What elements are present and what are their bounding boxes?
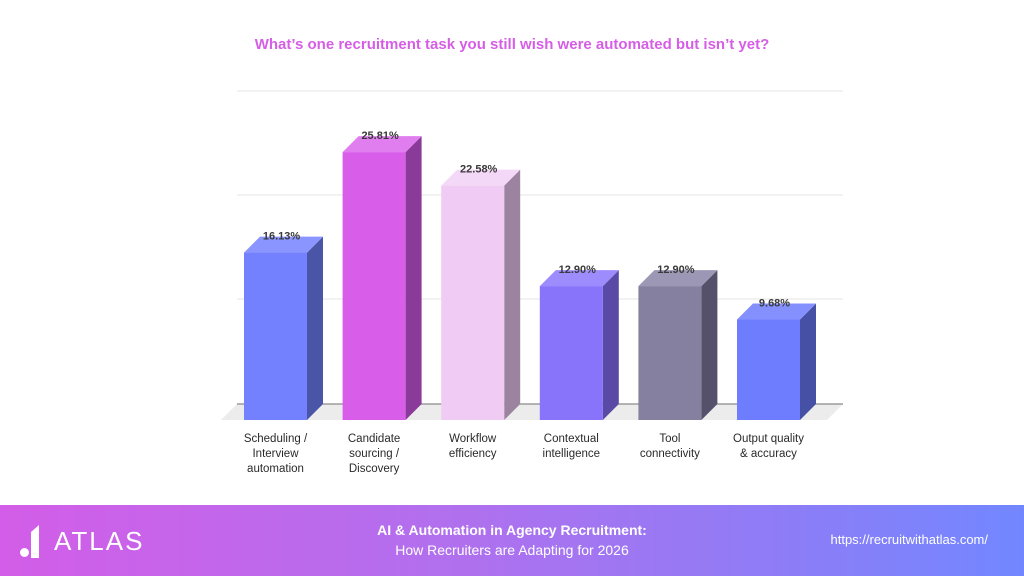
gridlines xyxy=(237,90,843,300)
atlas-logo-icon xyxy=(20,525,39,558)
bar-value-label: 12.90% xyxy=(657,264,695,276)
bar: 9.68% xyxy=(737,298,816,420)
footer-divider xyxy=(0,500,1024,505)
bar: 12.90% xyxy=(638,264,718,420)
bar-value-label: 25.81% xyxy=(361,130,399,142)
footer-banner: ATLAS AI & Automation in Agency Recruitm… xyxy=(0,505,1024,576)
atlas-logo[interactable]: ATLAS xyxy=(20,523,144,559)
bar: 12.90% xyxy=(539,264,619,420)
category-label: Tool connectivity xyxy=(639,433,700,460)
bar: 22.58% xyxy=(441,164,521,420)
chart-title: What’s one recruitment task you still wi… xyxy=(254,36,770,53)
bar-value-label: 12.90% xyxy=(559,264,597,276)
report-title: AI & Automation in Agency Recruitment: H… xyxy=(262,520,762,560)
bar-value-label: 16.13% xyxy=(263,231,301,243)
bar-value-label: 9.68% xyxy=(759,298,790,310)
category-label: Scheduling / Interview automation xyxy=(243,433,308,475)
website-link[interactable]: https://recruitwithatlas.com/ xyxy=(830,532,989,547)
bar: 25.81% xyxy=(342,130,422,420)
bar-chart: 16.13% 25.81% 22.58% 12.90% 12.90% 9.68% xyxy=(221,90,843,420)
category-label: Workflow efficiency xyxy=(448,433,497,460)
bar: 16.13% xyxy=(244,231,323,420)
report-subheadline: How Recruiters are Adapting for 2026 xyxy=(395,542,629,558)
report-headline: AI & Automation in Agency Recruitment: xyxy=(377,522,647,538)
bar-value-label: 22.58% xyxy=(460,164,498,176)
category-label: Candidate sourcing / Discovery xyxy=(347,433,401,475)
logo-text: ATLAS xyxy=(54,525,145,556)
category-label: Contextual intelligence xyxy=(542,433,601,460)
category-label: Output quality & accuracy xyxy=(733,433,804,460)
bars-group: 16.13% 25.81% 22.58% 12.90% 12.90% 9.68% xyxy=(244,130,816,420)
